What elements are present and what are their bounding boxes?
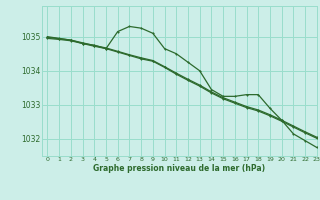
X-axis label: Graphe pression niveau de la mer (hPa): Graphe pression niveau de la mer (hPa) xyxy=(93,164,265,173)
